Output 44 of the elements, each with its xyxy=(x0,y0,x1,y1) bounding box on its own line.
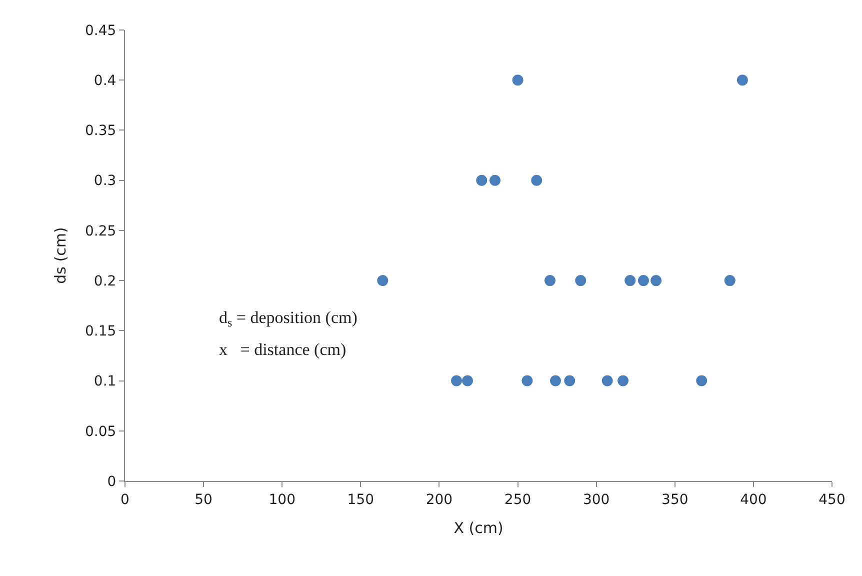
x-axis-title: X (cm) xyxy=(454,518,504,537)
y-tick-label: 0.15 xyxy=(85,324,116,340)
x-tick-label: 150 xyxy=(347,492,374,508)
point xyxy=(624,275,636,286)
y-tick-label: 0.25 xyxy=(85,223,116,240)
annotation: d$_{s}$ = deposition (cm) xyxy=(219,308,358,330)
y-axis-title: ds (cm) xyxy=(51,227,70,284)
point xyxy=(602,375,613,386)
y-tick-label: 0.3 xyxy=(94,173,116,190)
point xyxy=(650,275,662,286)
point xyxy=(377,275,388,286)
point xyxy=(696,375,708,386)
point xyxy=(564,375,576,386)
point xyxy=(724,275,736,286)
annotation: x = distance (cm) xyxy=(219,340,346,359)
y-tick-label: 0.1 xyxy=(94,374,116,390)
y-tick-label: 0 xyxy=(107,474,116,490)
point xyxy=(638,275,649,286)
point xyxy=(575,275,586,286)
x-tick-label: 100 xyxy=(268,492,296,508)
x-tick-label: 450 xyxy=(818,492,846,508)
point xyxy=(522,375,533,386)
x-tick-label: 0 xyxy=(120,492,130,508)
x-tick-label: 300 xyxy=(582,492,610,508)
point xyxy=(462,375,473,386)
x-tick-label: 350 xyxy=(662,492,688,508)
y-tick-label: 0.05 xyxy=(85,424,116,440)
y-tick-label: 0.2 xyxy=(94,273,116,290)
x-tick-label: 250 xyxy=(504,492,532,508)
point xyxy=(550,375,561,386)
y-tick-label: 0.35 xyxy=(85,123,116,140)
x-tick-label: 200 xyxy=(426,492,453,508)
point xyxy=(451,375,462,386)
point xyxy=(618,375,629,386)
y-tick-label: 0.45 xyxy=(85,22,116,39)
point xyxy=(736,74,748,86)
point xyxy=(476,174,488,186)
point xyxy=(544,275,556,286)
point xyxy=(531,174,542,186)
point xyxy=(512,74,524,86)
x-tick-label: 50 xyxy=(194,492,212,508)
y-tick-label: 0.4 xyxy=(94,73,116,90)
point xyxy=(490,174,500,186)
x-tick-label: 400 xyxy=(740,492,767,508)
